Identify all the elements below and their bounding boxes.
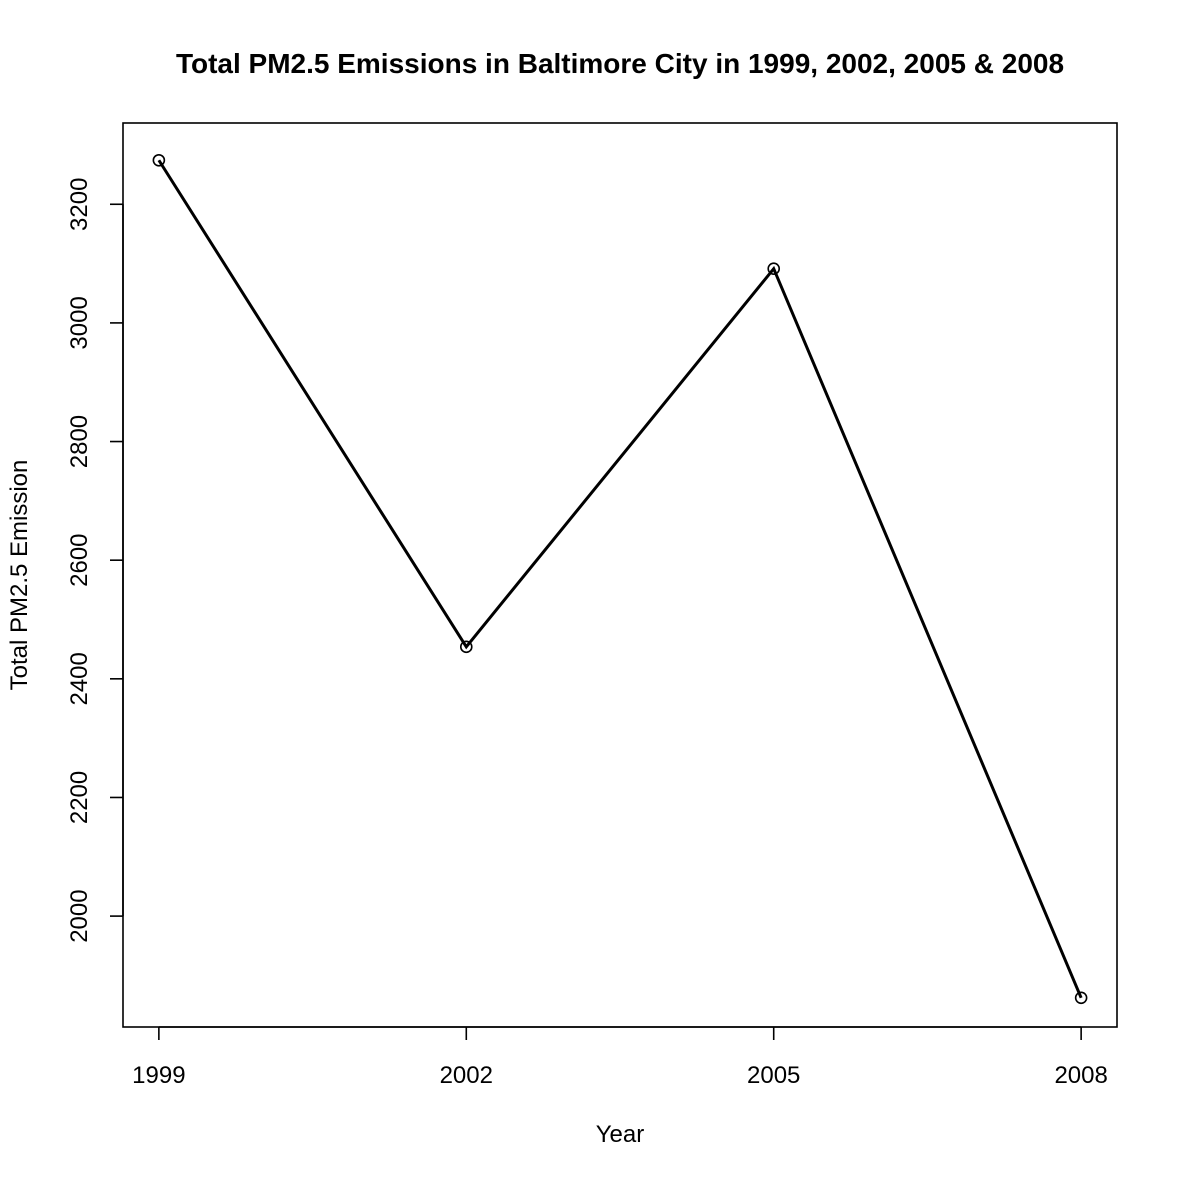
series-layer	[152, 153, 1088, 1005]
x-tick-label: 2002	[440, 1062, 493, 1089]
x-tick-label: 2005	[747, 1062, 800, 1089]
data-point	[767, 262, 781, 276]
y-tick-label: 2800	[66, 415, 93, 468]
y-tick-label: 2200	[66, 771, 93, 824]
y-tick-label: 3000	[66, 296, 93, 349]
x-tick-label: 1999	[132, 1062, 185, 1089]
x-axis: 1999 2002 2005 2008	[132, 1026, 1108, 1089]
y-tick-label: 2600	[66, 533, 93, 586]
y-tick-label: 2400	[66, 652, 93, 705]
data-point	[459, 640, 473, 654]
chart-title: Total PM2.5 Emissions in Baltimore City …	[176, 48, 1064, 79]
plot-frame	[122, 122, 1118, 1028]
y-axis-label: Total PM2.5 Emission	[6, 460, 33, 691]
x-axis-label: Year	[596, 1121, 645, 1148]
y-tick-label: 2000	[66, 889, 93, 942]
data-point	[1074, 991, 1088, 1005]
y-axis: 2000 2200 2400 2600 2800 3000 3200	[66, 178, 124, 943]
series-line	[157, 159, 1083, 999]
y-tick-label: 3200	[66, 178, 93, 231]
data-point	[152, 153, 166, 167]
x-tick-label: 2008	[1054, 1062, 1107, 1089]
